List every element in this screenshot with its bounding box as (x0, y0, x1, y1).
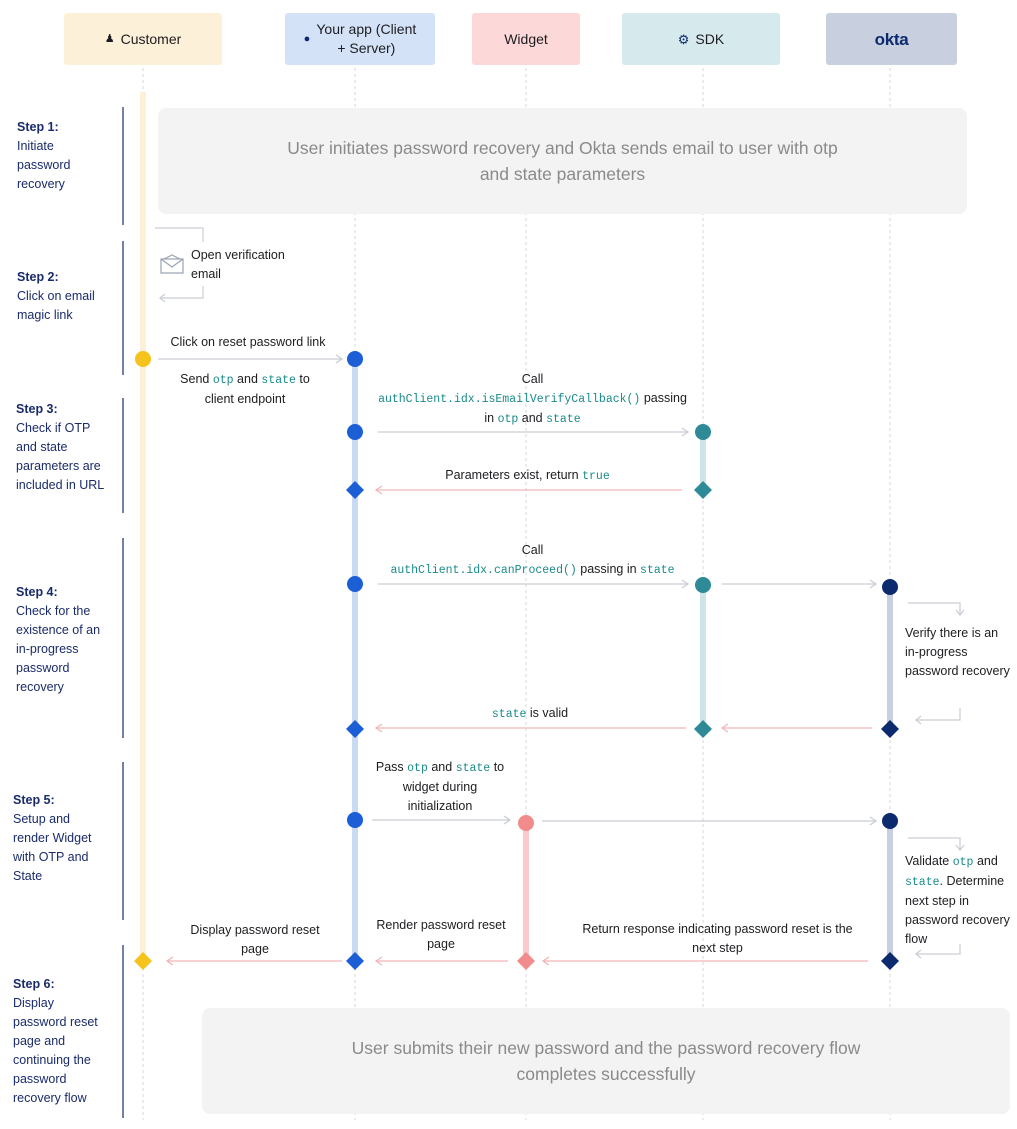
step-3-text: Check if OTP and state parameters are in… (16, 421, 105, 492)
arrow-call-canProceed-head (681, 579, 690, 589)
activation-widget (523, 823, 529, 960)
self-loop-verify-end-head (915, 715, 922, 725)
step-5-title: Step 5: (13, 793, 55, 807)
envelope-icon (160, 254, 184, 274)
msg-verify-in-progress: Verify there is an in-progress password … (905, 626, 1010, 678)
lane-header-sdk: ⚙ SDK (622, 13, 780, 65)
arrow-params-exist-head (374, 485, 383, 495)
self-loop-validate-end (916, 944, 961, 955)
step-4-text: Check for the existence of an in-progres… (16, 604, 101, 694)
msg-send-otp-state: Send otp and state to client endpoint (180, 372, 310, 406)
node-sdk-1 (695, 424, 711, 440)
arrow-okta-to-sdk-head (720, 723, 729, 733)
self-loop-verify-start (908, 602, 961, 614)
banner-top: User initiates password recovery and Okt… (158, 108, 967, 214)
step-6-title: Step 6: (13, 977, 55, 991)
self-loop-validate-end-head (915, 949, 922, 959)
step-5-text: Setup and render Widget with OTP and Sta… (13, 812, 92, 883)
node-app-4 (347, 576, 363, 592)
msg-validate: Validate otp and state. Determine next s… (905, 854, 1010, 946)
node-app-2 (347, 424, 363, 440)
activation-okta-1 (887, 586, 893, 728)
step-1-title: Step 1: (17, 120, 59, 134)
node-sdk-4 (694, 720, 712, 738)
msg-render-reset: Render password reset page (376, 918, 506, 951)
msg-state-valid: state is valid (491, 706, 569, 721)
node-okta-3 (882, 813, 898, 829)
lane-header-app: ● Your app (Client + Server) (285, 13, 435, 65)
node-app-3 (346, 481, 364, 499)
node-app-5 (346, 720, 364, 738)
activation-customer (140, 92, 146, 960)
activation-app (352, 360, 358, 960)
lane-header-customer: ♟ Customer (64, 13, 222, 65)
self-loop-verify-end (916, 708, 961, 721)
step-4: Step 4: Check for the existence of an in… (16, 583, 116, 697)
lane-label-widget: Widget (504, 30, 548, 47)
node-customer-end (134, 952, 152, 970)
self-loop-validate-start-head (955, 844, 965, 851)
msg-return-response: Return response indicating password rese… (582, 922, 853, 955)
arrow-click-reset-head (335, 354, 344, 364)
msg-click-reset: Click on reset password link (170, 335, 326, 349)
gear-icon: ⚙ (677, 31, 690, 47)
self-loop-validate-start (908, 837, 961, 849)
msg-params-exist: Parameters exist, return true (445, 468, 610, 483)
step-6: Step 6: Display password reset page and … (13, 975, 113, 1108)
lane-label-sdk: SDK (695, 30, 725, 47)
msg-call-isEmailVerifyCallback: Call authClient.idx.isEmailVerifyCallbac… (378, 372, 687, 426)
person-icon: ♟ (104, 32, 115, 45)
step-2: Step 2: Click on email magic link (17, 268, 117, 325)
arrow-return-response-head (541, 956, 550, 966)
step-3-title: Step 3: (16, 402, 58, 416)
node-okta-4 (881, 952, 899, 970)
banner-top-text: User initiates password recovery and Okt… (287, 138, 838, 184)
step-5: Step 5: Setup and render Widget with OTP… (13, 791, 113, 886)
activation-sdk-2 (700, 585, 706, 728)
msg-pass-otp-state: Pass otp and state to widget during init… (375, 760, 505, 813)
okta-logo: okta (874, 29, 909, 49)
step-4-title: Step 4: (16, 585, 58, 599)
step-2-title: Step 2: (17, 270, 59, 284)
banner-bottom: User submits their new password and the … (202, 1008, 1010, 1114)
arrow-widget-to-okta-head (869, 816, 878, 826)
node-sdk-2 (694, 481, 712, 499)
msg-call-canProceed: Call authClient.idx.canProceed() passing… (390, 543, 675, 577)
arrow-pass-otp-state-head (503, 815, 512, 825)
self-loop-email-return (160, 286, 204, 299)
step-1: Step 1: Initiate password recovery (17, 118, 117, 194)
step-6-text: Display password reset page and continui… (13, 996, 98, 1105)
node-app-6 (347, 812, 363, 828)
node-app-1 (347, 351, 363, 367)
step-1-text: Initiate password recovery (17, 139, 71, 191)
lane-label-customer: Customer (120, 30, 182, 47)
node-sdk-3 (695, 577, 711, 593)
self-loop-verify-start-head (955, 609, 965, 616)
node-app-7 (346, 952, 364, 970)
lane-label-app: Your app (Client + Server) (316, 21, 417, 56)
node-customer-start (135, 351, 151, 367)
arrow-render-reset-head (374, 956, 383, 966)
node-okta-1 (882, 579, 898, 595)
node-widget-2 (517, 952, 535, 970)
arrowhead-email-return (159, 293, 166, 303)
arrow-state-valid-head (374, 723, 383, 733)
banner-bottom-text: User submits their new password and the … (351, 1038, 861, 1084)
lane-header-widget: Widget (472, 13, 580, 65)
activation-okta-2 (887, 821, 893, 960)
arrow-display-reset-head (165, 956, 174, 966)
arrow-sdk-to-okta-head (869, 579, 878, 589)
node-widget-1 (518, 815, 534, 831)
activation-sdk-1 (700, 432, 706, 490)
msg-open-email: Open verification email (191, 248, 285, 281)
step-3: Step 3: Check if OTP and state parameter… (16, 400, 116, 495)
globe-icon: ● (303, 32, 311, 45)
lane-header-okta: okta (826, 13, 957, 65)
self-loop-open-email (155, 227, 204, 242)
msg-display-reset: Display password reset page (190, 923, 320, 956)
node-okta-2 (881, 720, 899, 738)
step-2-text: Click on email magic link (17, 289, 95, 322)
arrow-call-isEmailVerifyCallback-head (681, 427, 690, 437)
